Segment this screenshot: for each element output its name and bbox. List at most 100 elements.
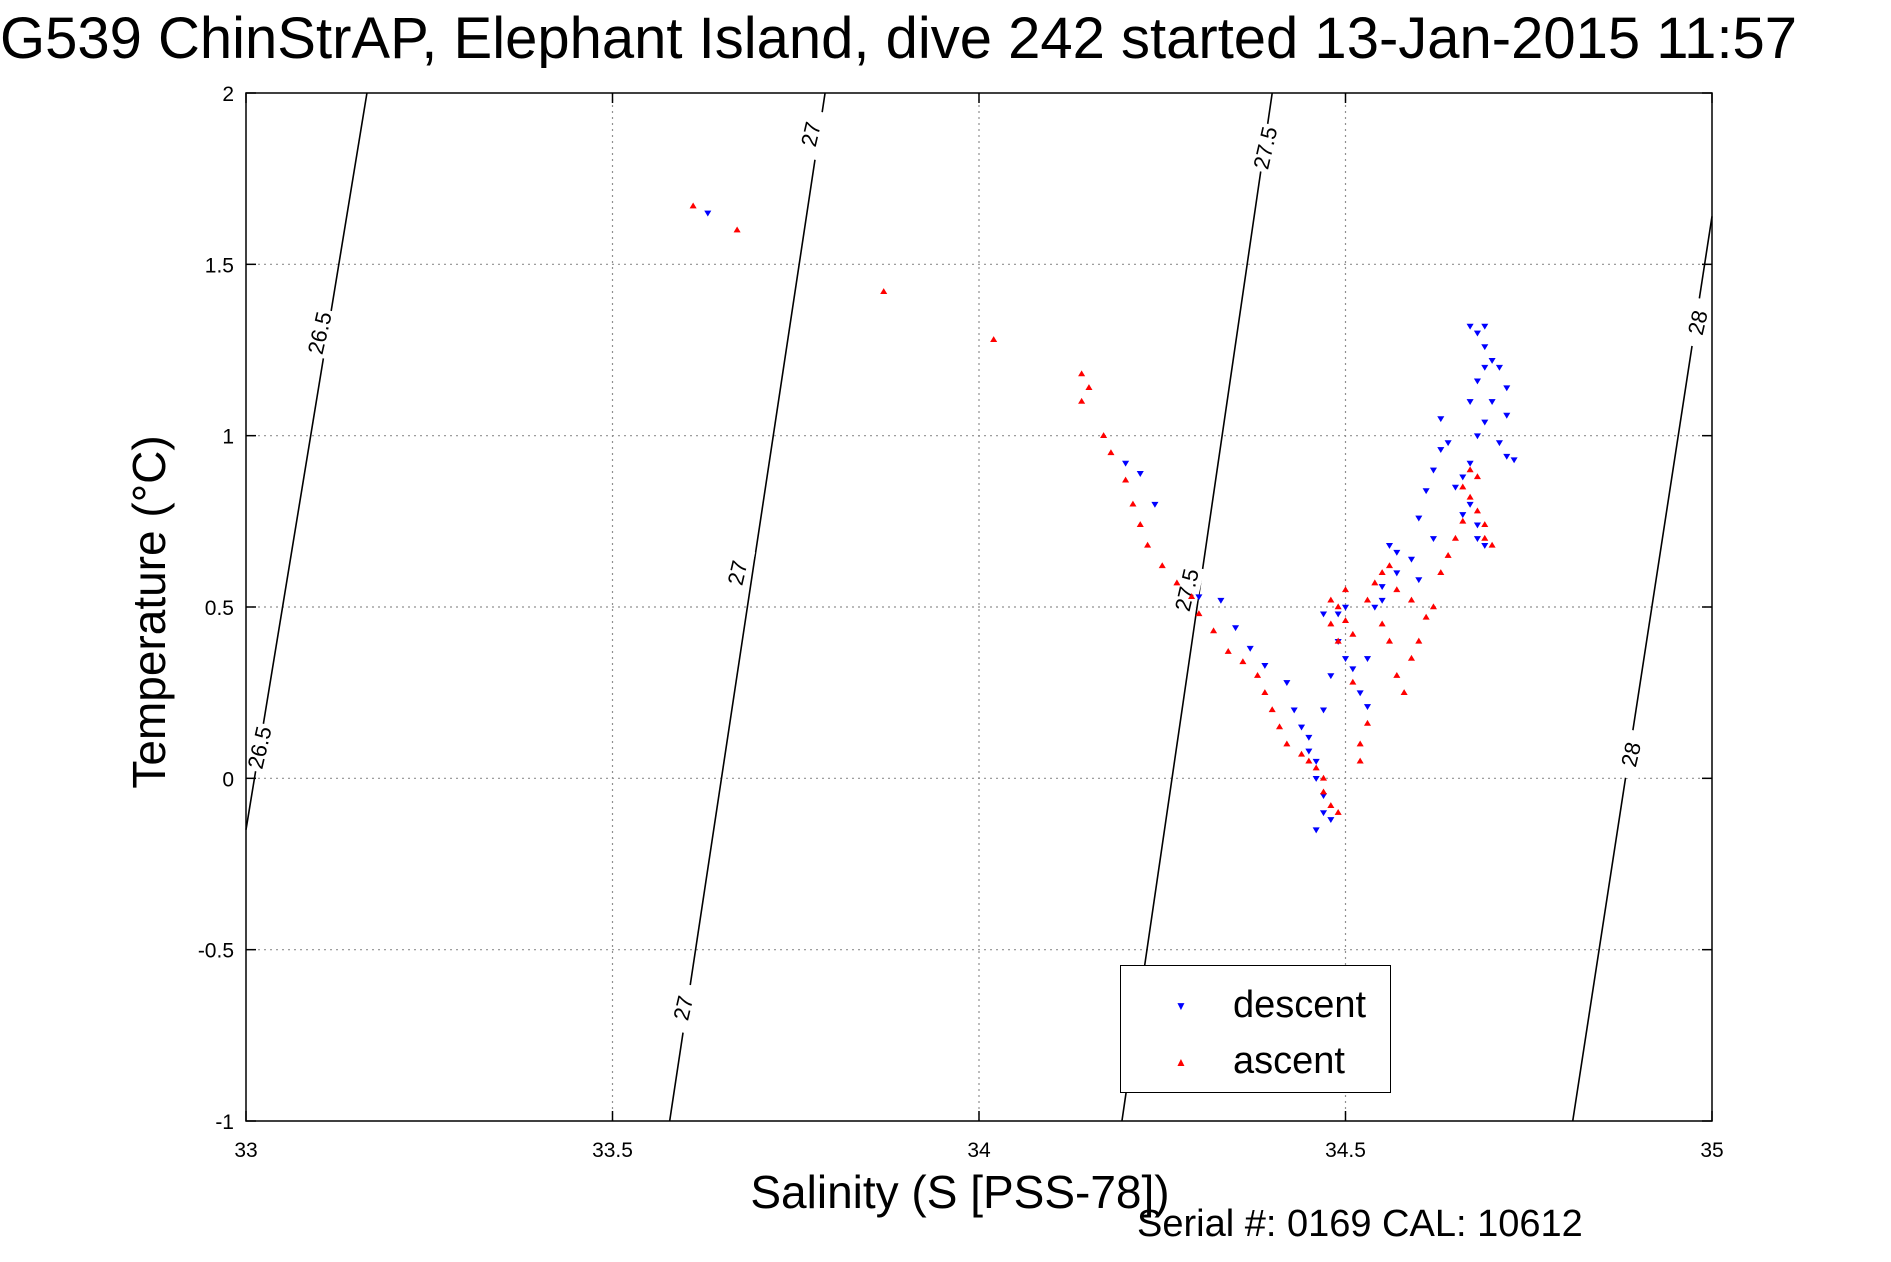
ascent-point	[1078, 397, 1086, 404]
ascent-point	[1173, 579, 1181, 586]
ascent-point	[1407, 596, 1415, 603]
descent-point	[1356, 690, 1364, 697]
descent-point	[1232, 625, 1240, 632]
descent-point	[1122, 460, 1130, 467]
x-tick-label: 34	[967, 1139, 991, 1162]
ascent-point	[1385, 637, 1394, 644]
descent-point	[1407, 556, 1415, 563]
y-tick-label: 1.5	[205, 254, 234, 277]
ascent-point	[1466, 493, 1474, 500]
descent-point	[1136, 471, 1144, 477]
contour-label-text: 27	[668, 993, 698, 1022]
y-axis-label: Temperature (°C)	[123, 435, 175, 788]
descent-point	[1305, 748, 1313, 755]
contour-label: 26.5	[301, 306, 338, 360]
contour-label-bg	[241, 721, 278, 774]
axis-ticks: 33 33.5 34 34.5 35 -1 -0.5 0 0.5 1 1.5 2	[198, 83, 1724, 1162]
descent-point	[1481, 419, 1489, 426]
ascent-point	[990, 336, 998, 343]
descent-point	[1341, 656, 1350, 662]
contour-label-bg	[664, 981, 701, 1035]
contour-label-bg	[301, 306, 338, 360]
descent-point	[1319, 707, 1328, 714]
descent-point	[1481, 344, 1489, 351]
ascent-point	[1473, 473, 1481, 480]
y-tick-label: 1	[222, 426, 234, 449]
legend-label-ascent: ascent	[1233, 1040, 1345, 1082]
chart-title: G539 ChinStrAP, Elephant Island, dive 24…	[0, 10, 1798, 68]
ascent-point	[1378, 569, 1386, 576]
ascent-point	[1371, 579, 1379, 586]
ascent-point	[1129, 500, 1137, 507]
ascent-point	[1319, 774, 1328, 781]
contour-label-bg	[1168, 563, 1205, 617]
ascent-point	[1107, 449, 1115, 456]
descent-point	[1481, 543, 1489, 549]
ascent-point	[1459, 517, 1467, 524]
descent-point	[1422, 488, 1430, 495]
contour-label: 27	[664, 981, 701, 1035]
descent-point	[1385, 543, 1394, 549]
descent-point	[1393, 549, 1401, 556]
descent-point	[1319, 611, 1328, 618]
legend-label-descent: descent	[1233, 984, 1367, 1026]
descent-point	[1393, 570, 1401, 577]
descent-point	[1327, 673, 1335, 680]
descent-point	[1503, 412, 1511, 419]
descent-point	[1459, 474, 1467, 481]
ascent-point	[1268, 706, 1276, 713]
contour-label-text: 27	[723, 558, 753, 587]
ascent-point	[1334, 809, 1342, 815]
contour-label: 26.5	[241, 721, 278, 774]
descent-point	[1459, 512, 1467, 519]
contour-label: 27.5	[1168, 563, 1205, 617]
ascent-point	[1444, 552, 1452, 558]
descent-point	[1297, 724, 1306, 731]
density-contour-line	[1121, 92, 1273, 1122]
ascent-point	[1356, 757, 1364, 764]
descent-point	[1429, 536, 1437, 543]
descent-point	[1415, 577, 1423, 584]
y-tick-label: -1	[215, 1111, 234, 1134]
ascent-point	[1122, 476, 1130, 483]
legend: ▼ descent ▲ ascent	[1120, 965, 1391, 1093]
descent-point	[1378, 584, 1386, 591]
ascent-point	[1422, 613, 1430, 620]
ascent-point	[1254, 671, 1262, 678]
ascent-point	[1085, 384, 1093, 390]
ascent-point	[1349, 678, 1357, 685]
descent-point	[704, 210, 712, 217]
descent-point	[1217, 597, 1225, 604]
descent-point	[1473, 330, 1481, 337]
descent-point	[1312, 758, 1320, 765]
contour-label-text: 27.5	[1248, 124, 1282, 171]
ascent-point	[1407, 654, 1415, 661]
ascent-point	[1451, 534, 1459, 541]
ascent-point	[1400, 689, 1408, 695]
descent-point	[1290, 707, 1298, 714]
density-contour-line	[245, 92, 368, 830]
descent-point	[1363, 656, 1372, 662]
ascent-point	[1283, 740, 1291, 747]
descent-point	[1473, 378, 1481, 385]
descent-point	[1473, 522, 1481, 529]
ascent-point	[1239, 658, 1247, 665]
descent-point	[1495, 364, 1503, 371]
density-contours: 26.5 26.5 27 27 27 27.5 27.5 28 28	[241, 92, 1716, 1122]
descent-point	[1495, 440, 1503, 447]
descent-point	[1451, 484, 1459, 491]
contour-label-bg	[719, 546, 756, 600]
contour-label-text: 26.5	[243, 724, 277, 771]
ascent-point	[1363, 719, 1372, 726]
ascent-point	[1210, 627, 1218, 634]
ascent-point	[1473, 507, 1481, 514]
ascent-point	[1378, 620, 1386, 627]
contour-label-text: 27.5	[1170, 566, 1204, 613]
ascent-point	[1078, 370, 1086, 377]
descent-point	[1473, 536, 1481, 543]
grid-lines	[246, 93, 1712, 1121]
ascent-point	[1341, 586, 1350, 593]
y-tick-label: 0.5	[205, 597, 234, 620]
contour-label-bg	[1246, 121, 1283, 175]
